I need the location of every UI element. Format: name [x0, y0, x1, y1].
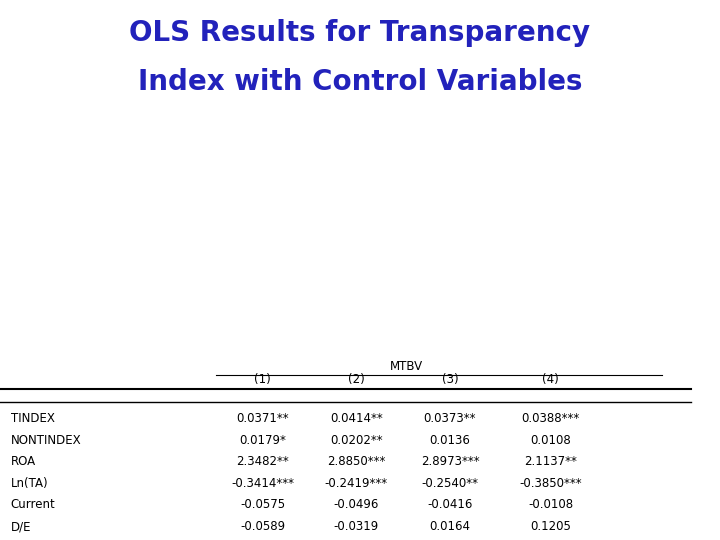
Text: OLS Results for Transparency: OLS Results for Transparency	[130, 19, 590, 47]
Text: (2): (2)	[348, 373, 365, 386]
Text: 0.0164: 0.0164	[430, 520, 470, 533]
Text: NONTINDEX: NONTINDEX	[11, 434, 81, 447]
Text: 0.0202**: 0.0202**	[330, 434, 383, 447]
Text: -0.0496: -0.0496	[333, 498, 379, 511]
Text: 0.0373**: 0.0373**	[424, 412, 476, 425]
Text: 0.0388***: 0.0388***	[522, 412, 580, 425]
Text: Ln(TA): Ln(TA)	[11, 477, 48, 490]
Text: -0.2540**: -0.2540**	[421, 477, 479, 490]
Text: TINDEX: TINDEX	[11, 412, 55, 425]
Text: 2.1137**: 2.1137**	[524, 455, 577, 468]
Text: 0.1205: 0.1205	[531, 520, 571, 533]
Text: -0.0589: -0.0589	[240, 520, 285, 533]
Text: Current: Current	[11, 498, 55, 511]
Text: 0.0179*: 0.0179*	[239, 434, 287, 447]
Text: -0.0575: -0.0575	[240, 498, 285, 511]
Text: 0.0136: 0.0136	[430, 434, 470, 447]
Text: -0.2419***: -0.2419***	[325, 477, 388, 490]
Text: 0.0414**: 0.0414**	[330, 412, 383, 425]
Text: 0.0371**: 0.0371**	[236, 412, 289, 425]
Text: 2.8973***: 2.8973***	[420, 455, 480, 468]
Text: ROA: ROA	[11, 455, 36, 468]
Text: -0.0319: -0.0319	[334, 520, 379, 533]
Text: -0.0416: -0.0416	[427, 498, 473, 511]
Text: (1): (1)	[254, 373, 271, 386]
Text: -0.0108: -0.0108	[528, 498, 573, 511]
Text: Index with Control Variables: Index with Control Variables	[138, 68, 582, 96]
Text: (3): (3)	[441, 373, 459, 386]
Text: -0.3850***: -0.3850***	[520, 477, 582, 490]
Text: (4): (4)	[542, 373, 559, 386]
Text: D/E: D/E	[11, 520, 31, 533]
Text: MTBV: MTBV	[390, 360, 423, 373]
Text: -0.3414***: -0.3414***	[231, 477, 294, 490]
Text: 0.0108: 0.0108	[531, 434, 571, 447]
Text: 2.8850***: 2.8850***	[327, 455, 386, 468]
Text: 2.3482**: 2.3482**	[236, 455, 289, 468]
